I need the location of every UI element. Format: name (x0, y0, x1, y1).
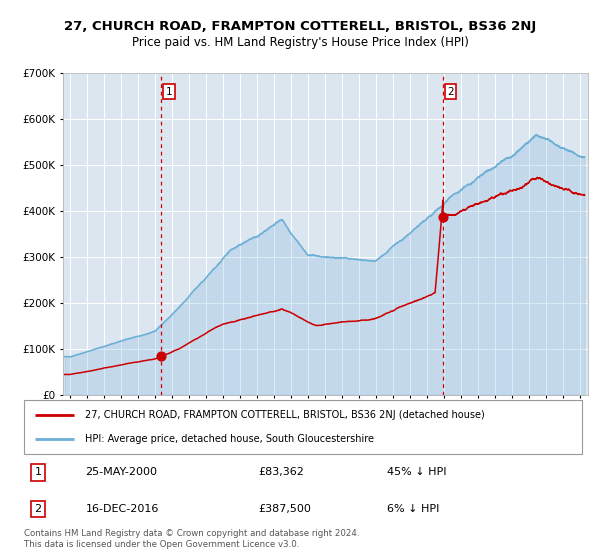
Text: Contains HM Land Registry data © Crown copyright and database right 2024.
This d: Contains HM Land Registry data © Crown c… (24, 529, 359, 549)
Point (157, 352, 166, 361)
Text: 2: 2 (34, 504, 41, 514)
Text: 25-MAY-2000: 25-MAY-2000 (85, 468, 157, 478)
Text: Price paid vs. HM Land Registry's House Price Index (HPI): Price paid vs. HM Land Registry's House … (131, 36, 469, 49)
Text: 16-DEC-2016: 16-DEC-2016 (85, 504, 159, 514)
Text: £387,500: £387,500 (259, 504, 311, 514)
Text: 6% ↓ HPI: 6% ↓ HPI (387, 504, 439, 514)
Text: 45% ↓ HPI: 45% ↓ HPI (387, 468, 446, 478)
Text: 27, CHURCH ROAD, FRAMPTON COTTERELL, BRISTOL, BS36 2NJ: 27, CHURCH ROAD, FRAMPTON COTTERELL, BRI… (64, 20, 536, 33)
Text: 27, CHURCH ROAD, FRAMPTON COTTERELL, BRISTOL, BS36 2NJ (detached house): 27, CHURCH ROAD, FRAMPTON COTTERELL, BRI… (85, 410, 485, 421)
Text: 1: 1 (34, 468, 41, 478)
Text: 1: 1 (166, 87, 172, 97)
Text: £83,362: £83,362 (259, 468, 304, 478)
Text: 2: 2 (447, 87, 454, 97)
Point (438, 212, 448, 221)
Text: HPI: Average price, detached house, South Gloucestershire: HPI: Average price, detached house, Sout… (85, 433, 374, 444)
